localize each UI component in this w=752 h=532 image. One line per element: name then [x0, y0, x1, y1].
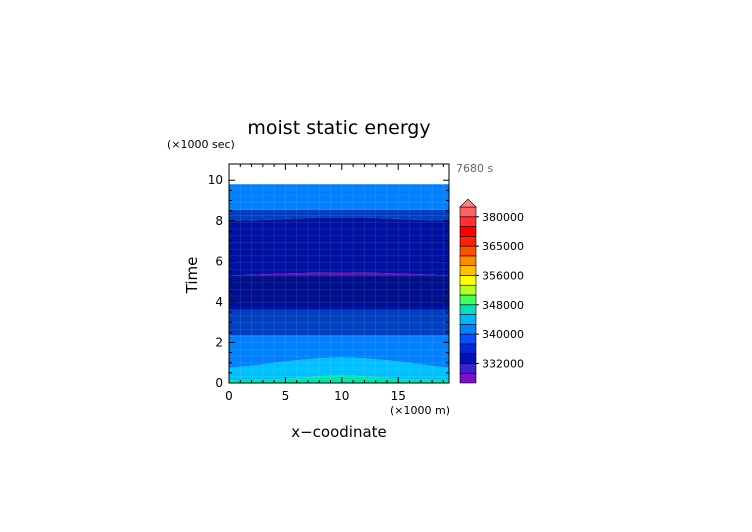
y-tick-label: 2 — [215, 335, 223, 349]
contour-band — [229, 335, 449, 368]
colorbar-extend-arrow — [459, 198, 477, 208]
contour-band — [229, 310, 449, 336]
y-tick-label: 10 — [208, 173, 223, 187]
colorbar-swatch — [459, 343, 477, 354]
y-tick-label: 4 — [215, 295, 223, 309]
y-tick-label: 6 — [215, 254, 223, 268]
colorbar-label: 348000 — [482, 299, 524, 312]
colorbar-swatch — [459, 294, 477, 306]
contour-band — [229, 375, 449, 383]
colorbar-swatch — [459, 284, 477, 296]
colorbar-swatch — [459, 304, 477, 315]
y-axis-title: Time — [183, 257, 201, 295]
colorbar-swatch — [459, 372, 477, 384]
time-label: 7680 s — [456, 162, 493, 175]
x-tick-label: 15 — [391, 389, 406, 403]
colorbar-swatch — [459, 255, 477, 266]
x-unit-label: (×1000 m) — [390, 404, 450, 417]
colorbar-label: 340000 — [482, 328, 524, 341]
colorbar-swatch — [459, 216, 477, 227]
colorbar-label: 332000 — [482, 357, 524, 370]
chart-title: moist static energy — [247, 117, 430, 139]
colorbar-swatch — [459, 206, 477, 218]
colorbar-label: 356000 — [482, 269, 524, 282]
contour-band — [229, 275, 449, 306]
contour-band — [229, 357, 449, 380]
colorbar-swatch — [459, 245, 477, 257]
y-unit-label: (×1000 sec) — [167, 138, 235, 151]
plot-frame — [228, 163, 450, 384]
contour-band — [229, 184, 449, 210]
colorbar-swatch — [459, 275, 477, 286]
y-axis: 0 2 4 6 8 10 — [208, 173, 449, 390]
colorbar-swatch — [459, 236, 477, 247]
colorbar-swatch — [459, 226, 477, 237]
plot-area — [228, 163, 450, 384]
model-grid — [229, 184, 449, 383]
colorbar-swatch — [459, 363, 477, 374]
y-tick-label: 8 — [215, 214, 223, 228]
contour-band — [229, 209, 449, 221]
x-axis-title: x−coodinate — [291, 423, 387, 441]
x-tick-label: 5 — [282, 389, 290, 403]
colorbar: 332000 340000 348000 356000 365000 380000 — [459, 198, 524, 384]
contour-band — [229, 272, 449, 276]
colorbar-swatch — [459, 353, 477, 364]
colorbar-swatch — [459, 333, 477, 345]
contour-band — [229, 305, 449, 310]
colorbar-label: 380000 — [482, 211, 524, 224]
contour-band — [229, 217, 449, 276]
colorbar-label: 365000 — [482, 240, 524, 253]
x-tick-label: 0 — [225, 389, 233, 403]
colorbar-swatch — [459, 314, 477, 325]
x-axis: 0 5 10 15 — [225, 164, 444, 403]
colorbar-swatch — [459, 265, 477, 276]
x-tick-label: 10 — [334, 389, 349, 403]
colorbar-swatch — [459, 324, 477, 335]
y-tick-label: 0 — [215, 376, 223, 390]
filled-contours — [229, 184, 449, 383]
